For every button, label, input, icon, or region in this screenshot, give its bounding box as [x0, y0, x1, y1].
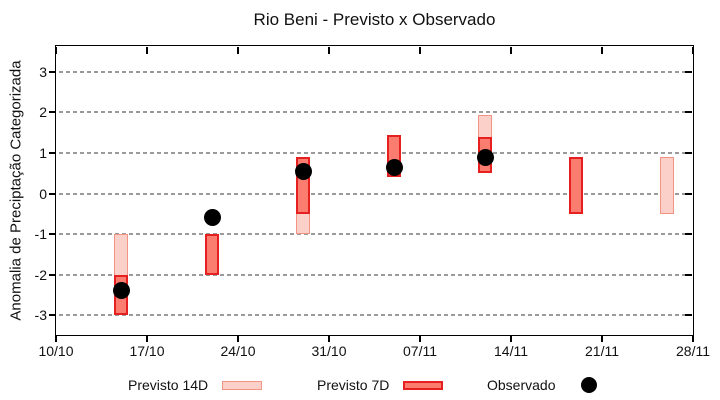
x-tick-label: 28/11 — [676, 343, 710, 359]
prev14-bar-26/11 — [660, 157, 674, 214]
x-tick-bottom — [510, 336, 512, 342]
y-tick-left — [49, 192, 55, 195]
y-tick-left — [49, 233, 55, 236]
y-tick-right — [685, 70, 692, 73]
y-tick-left — [49, 273, 55, 276]
x-tick-label: 31/10 — [311, 343, 347, 359]
observed-dot-12/11 — [476, 148, 494, 166]
x-tick-top — [328, 47, 330, 54]
observed-dot-29/10 — [294, 162, 312, 180]
gridline-y-0 — [59, 192, 691, 195]
legend-item-observado: Observado — [487, 377, 598, 393]
legend-label-observado: Observado — [487, 377, 556, 393]
x-tick-top — [419, 47, 421, 54]
chart-title: Rio Beni - Previsto x Observado — [253, 10, 496, 29]
x-tick-label: 14/11 — [494, 343, 528, 359]
gridline-y--1 — [59, 233, 691, 236]
legend-swatch-previsto-7d — [403, 380, 444, 390]
y-tick-left — [49, 152, 55, 154]
x-tick-top — [692, 47, 694, 54]
x-tick-bottom — [419, 336, 421, 342]
observed-dot-15/10 — [112, 282, 130, 300]
legend-label-previsto-7d: Previsto 7D — [317, 377, 390, 393]
x-tick-label: 24/10 — [220, 343, 256, 359]
legend-item-previsto-7d: Previsto 7D — [317, 377, 444, 393]
legend-dot-observado — [581, 377, 598, 393]
x-tick-bottom — [328, 336, 330, 342]
y-tick-left — [49, 314, 55, 317]
gridline-y--2 — [59, 273, 691, 276]
y-tick-right — [685, 273, 692, 276]
y-tick-left — [49, 111, 55, 114]
x-tick-bottom — [237, 336, 239, 342]
y-tick-right — [685, 111, 692, 114]
y-tick-label: 3 — [39, 63, 47, 80]
x-tick-label: 21/11 — [585, 343, 619, 359]
x-tick-label: 07/11 — [403, 343, 437, 359]
plot-area — [55, 45, 694, 336]
x-tick-top — [55, 47, 57, 54]
x-tick-label: 10/10 — [38, 343, 74, 359]
y-tick-label: 0 — [39, 185, 47, 202]
y-tick-label: -3 — [34, 307, 47, 324]
x-tick-bottom — [692, 336, 694, 342]
y-tick-right — [685, 192, 692, 195]
x-tick-top — [146, 47, 148, 54]
y-tick-label: -1 — [34, 226, 47, 243]
y-tick-label: 2 — [39, 104, 47, 121]
prev7-bar-22/10 — [205, 234, 219, 275]
y-tick-right — [685, 314, 692, 317]
x-tick-top — [510, 47, 512, 54]
y-tick-left — [49, 70, 55, 73]
observed-dot-05/11 — [385, 158, 403, 176]
prev7-bar-19/11 — [569, 157, 583, 214]
x-tick-top — [601, 47, 603, 54]
x-tick-label: 17/10 — [129, 343, 165, 359]
gridline-y-3 — [59, 70, 691, 73]
gridline-y--3 — [59, 314, 691, 317]
legend-swatch-previsto-14d — [222, 380, 263, 390]
x-tick-top — [237, 47, 239, 54]
gridline-y-2 — [59, 111, 691, 114]
y-tick-right — [685, 233, 692, 236]
gridline-y-1 — [59, 152, 691, 154]
y-tick-right — [685, 152, 692, 154]
x-tick-bottom — [146, 336, 148, 342]
observed-dot-22/10 — [203, 209, 221, 227]
legend-item-previsto-14d: Previsto 14D — [128, 377, 263, 393]
x-tick-bottom — [55, 336, 57, 342]
y-tick-label: 1 — [39, 145, 47, 161]
x-tick-bottom — [601, 336, 603, 342]
legend-label-previsto-14d: Previsto 14D — [128, 377, 209, 393]
y-tick-label: -2 — [34, 266, 47, 283]
